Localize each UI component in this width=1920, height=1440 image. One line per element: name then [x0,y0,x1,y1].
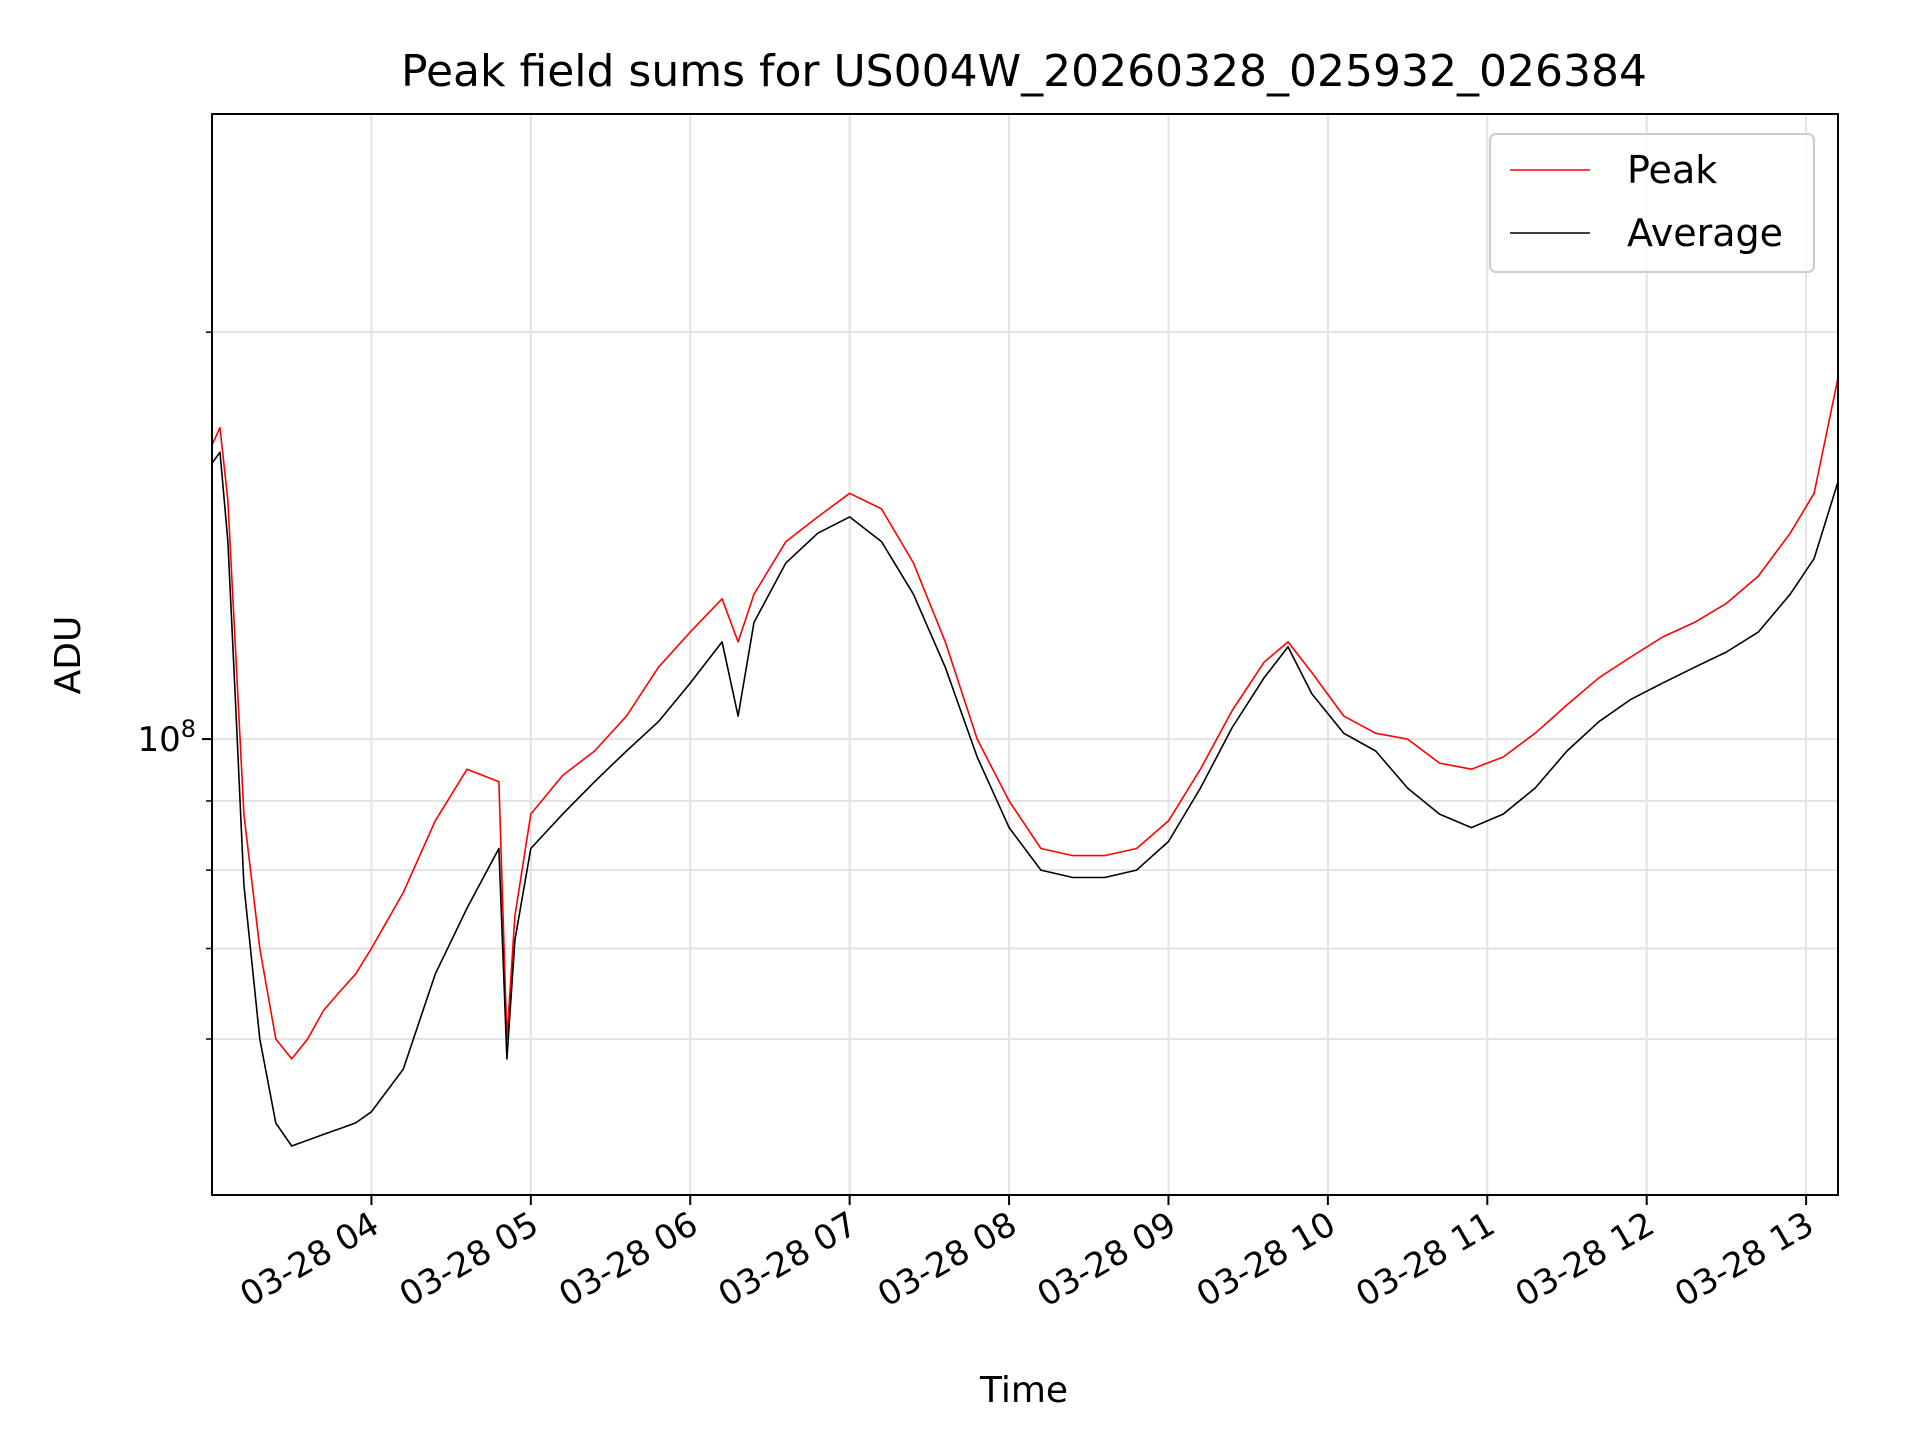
legend-average-label: Average [1627,211,1783,255]
legend-peak-label: Peak [1627,148,1717,192]
legend: Peak Average [1489,133,1815,273]
series-peak-line [211,377,1839,1060]
plot-frame [211,113,1839,1196]
x-axis-label: Time [979,1370,1068,1411]
series-lines [211,377,1839,1147]
legend-box [1489,133,1815,273]
chart-title: Peak field sums for US004W_20260328_0259… [401,46,1647,97]
series-average-line [211,451,1839,1147]
y-axis-label: ADU [48,616,89,695]
y-tick-label: 108 [137,715,196,760]
grid-lines [212,114,1838,1195]
